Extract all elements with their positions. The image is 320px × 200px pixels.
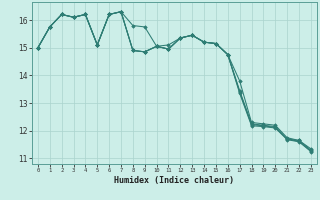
X-axis label: Humidex (Indice chaleur): Humidex (Indice chaleur) <box>115 176 234 185</box>
